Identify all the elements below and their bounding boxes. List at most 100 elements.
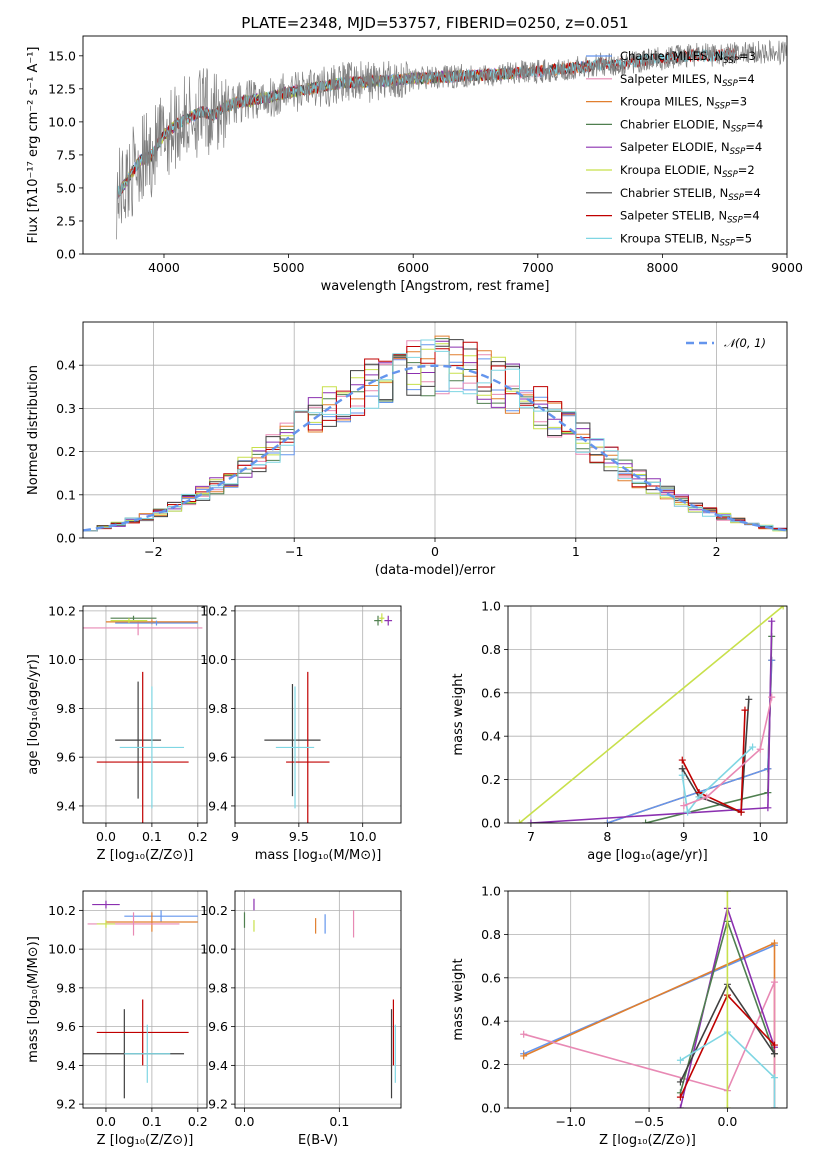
weight-marker [745,695,753,703]
panel-residuals: −2 −1 0 1 2 0.0 0.1 0.2 0.3 0.4 (data-model)/error… [26,321,788,578]
weight-marker [676,1078,684,1086]
weight-marker [684,808,692,816]
weight-series-line [681,699,750,814]
errorbar-point [286,671,330,823]
y-tick-label: 1.0 [481,599,501,614]
legend-entry: Chabrier STELIB, NSSP=4 [620,186,761,203]
y-tick-label: 10.0 [48,114,76,129]
grid-age-vs-mass [234,606,401,823]
errorbar-point [96,920,116,928]
weight-marker [749,743,757,751]
x-axis-label: E(B-V) [298,1133,338,1148]
x-tick-label: −2 [144,544,162,559]
y-tick-label: 9.4 [56,798,76,813]
x-tick-label: −1 [285,544,303,559]
weight-marker [770,1074,778,1082]
weight-marker [676,1056,684,1064]
x-axis-label: (data-model)/error [375,563,496,578]
y-tick-label: 10.0 [48,942,76,957]
figure-title: PLATE=2348, MJD=53757, FIBERID=0250, z=0… [241,14,628,32]
legend-entry: Chabrier MILES, NSSP=3 [620,49,756,66]
x-tick-label: 0.1 [142,829,162,844]
x-tick-label: 0.2 [188,829,208,844]
panel-mass-weight-vs-Z: −1.0 −0.5 0.0 0.0 0.2 0.4 0.6 0.8 1.0 Z [log₁₀(Z/… [451,884,788,1148]
y-tick-label: 10.0 [48,652,76,667]
y-tick-label: 12.5 [48,81,76,96]
axes-frame-spectrum [82,35,788,255]
y-tick-label: 10.2 [48,603,76,618]
spectrum-legend: Chabrier MILES, NSSP=3 Salpeter MILES, NS… [586,49,763,248]
errorbar-point [264,684,321,797]
y-tick-label: 0.2 [481,772,501,787]
errorbar-point [275,686,315,809]
y-tick-label: 9.6 [56,750,76,765]
y-tick-label: 0.2 [56,444,76,459]
y-tick-label: 0.3 [56,401,76,416]
plot-area-spectrum [116,39,787,240]
panel-age-vs-Z: 0.0 0.1 0.2 9.4 9.6 9.8 10.0 10.2 Z [log₁₀(Z/Z⊙)… [26,603,208,863]
x-tick-label: −1.0 [556,1114,586,1129]
y-tick-label: 7.5 [56,147,76,162]
x-tick-label: 6000 [397,260,429,275]
x-tick-label: 9 [231,829,239,844]
y-tick-label: 0.6 [481,970,501,985]
weight-marker [741,706,749,714]
y-tick-label: 9.6 [208,1019,228,1034]
y-axis-label: mass [log₁₀(M/M⊙)] [26,936,41,1063]
y-tick-label: 0.0 [56,531,76,546]
x-tick-label: 0.0 [96,829,116,844]
weight-marker [770,1050,778,1058]
axes-frame-residuals [82,321,788,539]
panel-mass-vs-EBV: 0.0 0.1 9.2 9.4 9.6 9.8 10.0 10.2 E(B-V) [200,890,402,1148]
grid-mass-weight-vs-age [508,605,787,824]
errorbar-point [384,615,393,626]
y-tick-label: 10.2 [200,903,228,918]
model-line [117,48,738,199]
weight-marker [515,819,523,823]
legend-entry: Salpeter MILES, NSSP=4 [620,72,755,89]
y-tick-label: 2.5 [56,213,76,228]
errorbar-point [96,671,189,823]
x-axis-label: age [log₁₀(age/yr)] [587,848,708,863]
y-axis-label: age [log₁₀(age/yr)] [26,654,41,775]
plot-area-mass-vs-Z [83,900,198,1099]
y-axis-label: Flux [fλ10⁻¹⁷ erg cm⁻² s⁻¹ A⁻¹] [26,47,41,244]
x-tick-label: 9 [680,829,688,844]
weight-marker [770,1041,778,1049]
y-tick-label: 9.4 [208,1058,228,1073]
legend-entry: Chabrier ELODIE, NSSP=4 [620,117,763,134]
legend-entry: Kroupa MILES, NSSP=3 [620,95,747,112]
legend-entry: Salpeter ELODIE, NSSP=4 [620,140,762,157]
y-tick-label: 0.2 [481,1057,501,1072]
weight-marker [737,808,745,816]
weight-series-line [681,710,746,814]
x-tick-label: 9.5 [289,829,309,844]
x-tick-label: 0 [431,544,439,559]
y-tick-label: 9.8 [56,701,76,716]
errorbar-point [374,615,382,626]
errorbar-point [110,618,148,624]
panel-age-vs-mass: 9 9.5 10.0 9.4 9.6 9.8 10.0 10.2 mass [log₁₀(M/M… [200,603,402,863]
weight-marker [676,1093,684,1101]
x-tick-label: 10.0 [349,829,377,844]
residual-legend: 𝒩(0, 1) [686,336,766,350]
y-tick-label: 0.6 [481,685,501,700]
y-tick-label: 5.0 [56,180,76,195]
errorbar-point [115,681,162,799]
x-axis-label: Z [log₁₀(Z/Z⊙)] [97,848,194,863]
y-tick-label: 10.2 [48,903,76,918]
weight-series-line [681,746,754,815]
legend-entry: 𝒩(0, 1) [724,336,766,350]
weight-marker [676,1104,684,1108]
y-tick-label: 0.8 [481,927,501,942]
weight-marker [779,606,787,610]
weight-marker [770,1104,778,1108]
weight-marker [678,756,686,764]
x-tick-label: 1 [572,544,580,559]
panel-mass-vs-Z: 0.0 0.1 0.2 9.2 9.4 9.6 9.8 10.0 10.2 Z [log₁₀(Z/… [26,890,208,1148]
y-axis-label: mass weight [451,958,466,1040]
weight-series-line [683,696,773,807]
weight-marker [723,1104,731,1108]
axes-frame-mass-vs-EBV [234,890,402,1109]
y-tick-label: 0.4 [481,729,501,744]
